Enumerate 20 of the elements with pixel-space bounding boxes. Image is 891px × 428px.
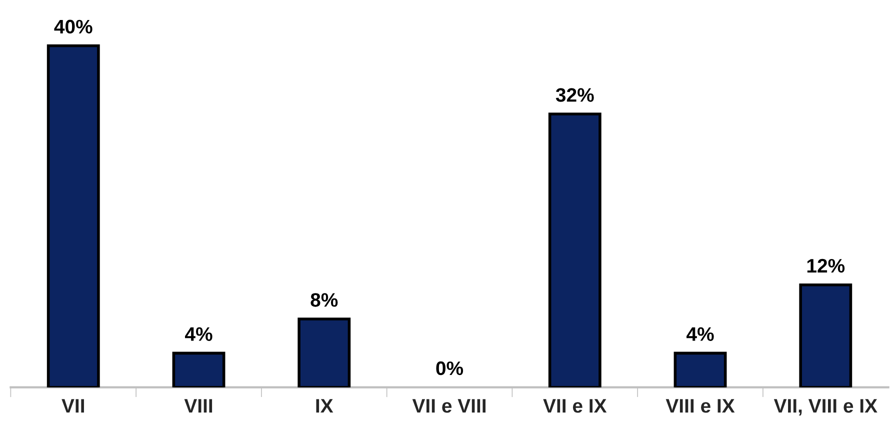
- data-label: 12%: [807, 258, 845, 273]
- data-label: 0%: [436, 361, 464, 376]
- x-tick-label: VII e VIII: [412, 399, 486, 413]
- x-tick-label: VIII e IX: [666, 399, 735, 413]
- x-tick-label: VII e IX: [543, 399, 607, 413]
- data-label: 4%: [686, 327, 714, 341]
- bar: [548, 112, 602, 388]
- data-label: 4%: [185, 327, 212, 341]
- bar: [46, 44, 100, 388]
- data-label: 40%: [54, 20, 92, 34]
- bar: [172, 352, 226, 388]
- bar: [799, 283, 852, 388]
- bar: [298, 318, 351, 388]
- x-tick-label: VII, VIII e IX: [774, 399, 878, 416]
- x-tick-label: VII: [62, 399, 84, 413]
- data-label: 8%: [310, 293, 338, 307]
- x-tick-label: IX: [316, 399, 334, 413]
- bar: [674, 352, 727, 388]
- data-label: 32%: [556, 88, 594, 102]
- x-tick-label: VIII: [184, 399, 212, 413]
